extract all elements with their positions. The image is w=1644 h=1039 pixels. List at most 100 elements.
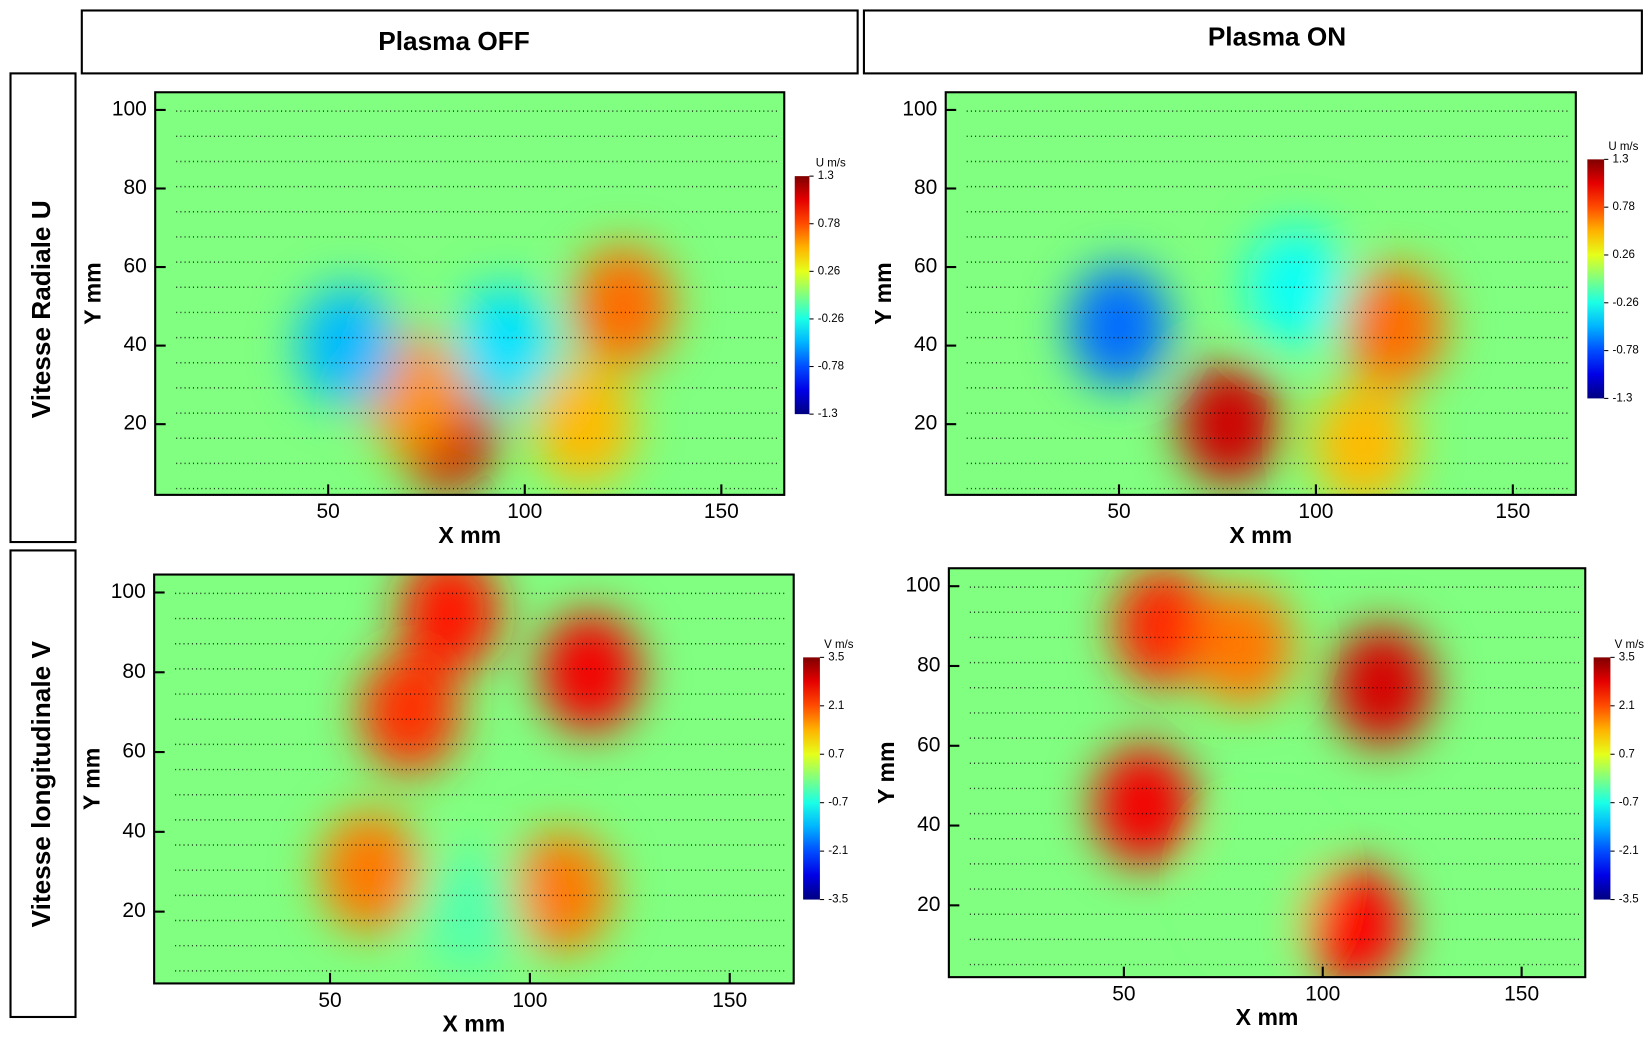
colorbar-tick-label: -0.78	[1613, 345, 1639, 357]
plot-frame	[947, 567, 1587, 979]
colorbar-title: V m/s	[1615, 639, 1644, 651]
plot-area	[948, 568, 1586, 978]
field-hotspot	[399, 574, 501, 674]
y-tick-label: 80	[123, 176, 146, 199]
y-tick-label: 20	[917, 893, 940, 916]
colorbar-tick-label: -3.5	[828, 894, 848, 906]
row-header: Vitesse Radiale U	[26, 200, 56, 418]
colorbar-tick-label: -3.5	[1619, 894, 1639, 906]
colorbar	[794, 176, 810, 415]
y-tick-label: 80	[914, 176, 937, 199]
x-axis-label: X mm	[438, 522, 501, 548]
x-tick-label: 100	[512, 989, 547, 1012]
colorbar-tick-label: 0.7	[828, 748, 844, 760]
field-hotspot	[1245, 225, 1347, 348]
field-hotspot	[419, 850, 521, 973]
colorbar-tick-label: 0.78	[1613, 201, 1635, 213]
y-tick-label: 80	[917, 654, 940, 677]
x-axis-label: X mm	[443, 1010, 506, 1036]
colorbar-tick-label: 1.3	[818, 170, 834, 182]
y-axis-label: Y mm	[873, 742, 899, 804]
y-tick-label: 20	[122, 899, 145, 922]
field-hotspot	[1192, 585, 1294, 707]
colorbar-tick-label: -0.7	[1619, 797, 1639, 809]
y-tick-label: 40	[914, 333, 937, 356]
colorbar-tick-label: -1.3	[1613, 392, 1633, 404]
field-hotspot	[511, 830, 613, 953]
colorbar-title: V m/s	[824, 639, 854, 651]
y-tick-label: 100	[906, 574, 941, 597]
y-tick-label: 60	[914, 255, 937, 278]
x-tick-label: 50	[317, 500, 340, 523]
x-tick-label: 150	[1495, 500, 1530, 523]
x-tick-label: 150	[1504, 982, 1539, 1005]
colorbar-title: U m/s	[816, 158, 846, 170]
field-hotspot	[297, 284, 399, 407]
column-header-box	[862, 9, 1643, 75]
field-hotspot	[1312, 383, 1414, 495]
field-hotspot	[539, 611, 641, 734]
colorbar	[1587, 159, 1605, 399]
colorbar-tick-label: -0.26	[818, 313, 844, 325]
field-blobs	[1068, 225, 1445, 495]
colorbar-tick-label: 1.3	[1613, 153, 1629, 165]
colorbar-tick-label: -1.3	[818, 408, 838, 420]
column-header: Plasma OFF	[378, 26, 529, 56]
colorbar-tick-label: 3.5	[828, 651, 844, 663]
row-header-box	[9, 549, 77, 1019]
colorbar-tick-label: 2.1	[828, 700, 844, 712]
colorbar	[1593, 657, 1611, 900]
x-tick-label: 50	[1112, 982, 1135, 1005]
field-hotspot	[1304, 864, 1405, 978]
colorbar-tick-label: -0.7	[828, 797, 848, 809]
y-tick-label: 100	[111, 580, 146, 603]
plot-frame	[153, 573, 795, 985]
x-tick-label: 100	[507, 500, 542, 523]
y-tick-label: 60	[123, 255, 146, 278]
row-header-box	[9, 72, 77, 544]
field-hotspot	[572, 245, 674, 368]
y-axis-label: Y mm	[79, 262, 105, 324]
y-tick-label: 100	[902, 97, 937, 120]
field-hotspot	[1093, 744, 1195, 867]
y-tick-label: 40	[123, 333, 146, 356]
plot-area	[945, 92, 1576, 495]
y-tick-label: 80	[122, 660, 145, 683]
y-tick-label: 20	[123, 412, 146, 435]
field-hotspot	[1344, 265, 1445, 387]
x-tick-label: 100	[1305, 982, 1340, 1005]
field-hotspot	[359, 651, 461, 773]
field-hotspot	[454, 284, 556, 407]
x-tick-label: 50	[318, 989, 341, 1012]
plot-area	[154, 574, 794, 984]
row-header: Vitesse longitudinale V	[26, 641, 56, 928]
field-hotspot	[1113, 568, 1214, 687]
colorbar	[803, 657, 820, 900]
x-tick-label: 50	[1107, 500, 1130, 523]
plot-frame	[944, 91, 1577, 496]
y-tick-label: 40	[917, 813, 940, 836]
colorbar-tick-label: -0.78	[818, 361, 844, 373]
field-hotspot	[1212, 824, 1314, 947]
y-tick-label: 20	[914, 412, 937, 435]
column-header-box	[80, 9, 859, 75]
plot-frame	[154, 91, 786, 496]
colorbar-tick-label: 3.5	[1619, 651, 1635, 663]
colorbar-tick-label: -0.26	[1613, 297, 1639, 309]
x-tick-label: 100	[1298, 500, 1333, 523]
field-hotspot	[1178, 363, 1280, 485]
colorbar-tick-label: 2.1	[1619, 700, 1635, 712]
x-axis-label: X mm	[1229, 522, 1292, 548]
colorbar-tick-label: -2.1	[1619, 845, 1639, 857]
y-axis-label: Y mm	[78, 748, 104, 810]
colorbar-tick-label: 0.26	[1613, 249, 1635, 261]
field-blobs	[297, 245, 674, 493]
y-tick-label: 60	[122, 740, 145, 763]
field-hotspot	[319, 810, 421, 933]
field-hotspot	[1332, 625, 1433, 747]
field-hotspot	[1068, 265, 1170, 387]
y-tick-label: 40	[122, 819, 145, 842]
x-tick-label: 150	[712, 989, 747, 1012]
x-tick-label: 150	[704, 500, 739, 523]
